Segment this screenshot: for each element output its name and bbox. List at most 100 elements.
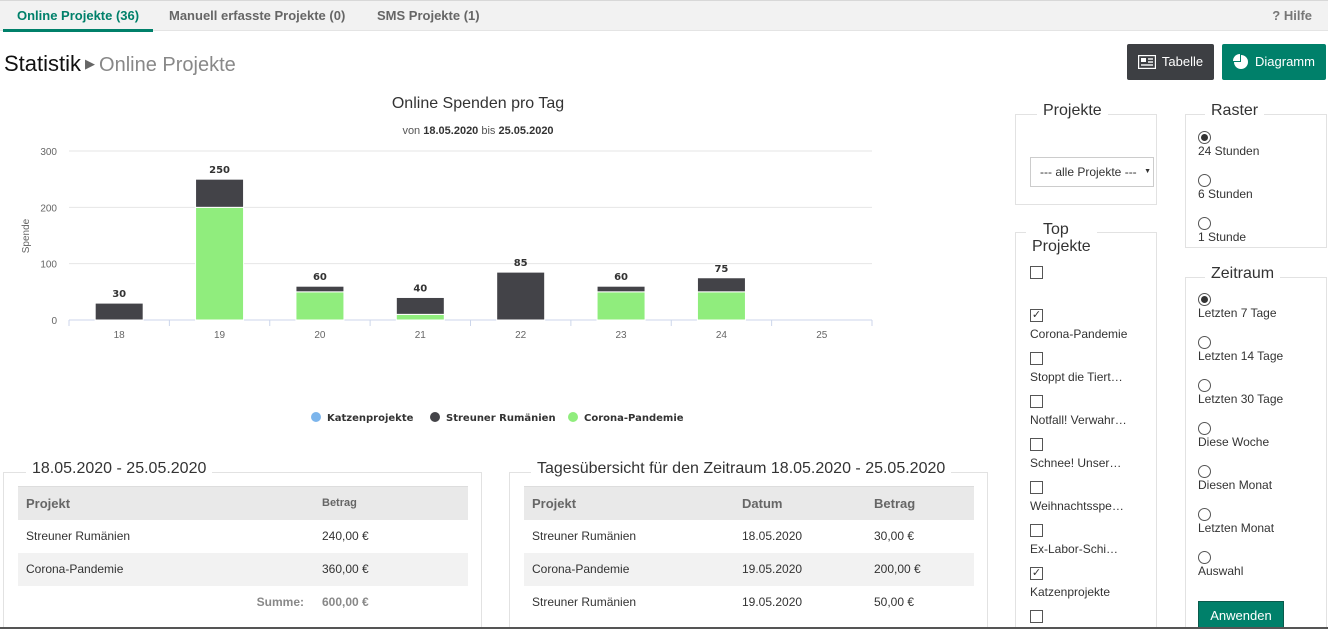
chart-view-label: Diagramm [1255,54,1315,69]
table-icon [1137,55,1156,69]
bar-total-label: 60 [614,272,628,283]
tab-online-projekte[interactable]: Online Projekte (36) [3,1,154,32]
table-row: Corona-Pandemie 19.05.2020 200,00 € [524,552,974,586]
table-view-button[interactable]: Tabelle [1127,44,1214,80]
y-tick-label: 300 [40,147,57,158]
checkmark-icon: ✓ [1031,309,1042,321]
chart-view-button[interactable]: Diagramm [1222,44,1326,80]
zeitraum-radio[interactable] [1198,293,1211,306]
raster-legend: Raster [1205,102,1265,120]
bar-segment[interactable] [395,313,445,321]
tab-manuell-erfasste-projekte[interactable]: Manuell erfasste Projekte (0) [169,8,346,23]
bar-total-label: 75 [714,264,728,275]
pie-chart-icon [1233,54,1249,69]
table-row: Streuner Rumänien 19.05.2020 50,00 € [524,586,974,619]
daily-header-project: Projekt [524,486,734,520]
bar-segment[interactable] [696,291,746,321]
zeitraum-option-label: Letzten Monat [1198,521,1275,535]
bar-segment[interactable] [596,291,646,321]
x-tick-label: 24 [716,330,728,341]
question-icon: ? [1272,8,1281,23]
bar-segment[interactable] [195,178,245,208]
top-project-label: Corona-Pandemie [1030,327,1128,341]
daily-row-date: 18.05.2020 [742,529,803,543]
bar-segment[interactable] [496,271,546,321]
legend-marker [311,412,321,422]
top-project-checkbox[interactable] [1030,438,1043,451]
chart-title: Online Spenden pro Tag [392,95,564,112]
summary-row-amount: 360,00 € [314,552,468,586]
bar-segment[interactable] [295,291,345,321]
x-tick-label: 21 [415,330,427,341]
bar-total-label: 40 [413,283,427,294]
daily-row-project: Streuner Rumänien [532,595,637,609]
top-project-checkbox[interactable]: ✓ [1030,567,1043,580]
table-row: Streuner Rumänien 240,00 € [18,520,468,553]
help-label: Hilfe [1283,8,1312,23]
top-project-label: Katzenprojekte [1030,585,1111,599]
top-project-checkbox[interactable] [1030,395,1043,408]
donations-chart: Online Spenden pro Tag von 18.05.2020 bi… [21,95,873,424]
top-project-checkbox[interactable] [1030,524,1043,537]
top-project-checkbox[interactable] [1030,352,1043,365]
y-tick-label: 0 [51,316,57,327]
zeitraum-radio[interactable] [1198,422,1211,435]
legend-item-label[interactable]: Streuner Rumänien [446,413,556,424]
daily-row-amount: 30,00 € [874,529,915,543]
raster-radio[interactable] [1198,217,1211,230]
top-project-checkbox[interactable]: ✓ [1030,309,1043,322]
daily-row-project: Corona-Pandemie [524,552,734,586]
page-title-main: Statistik [4,51,82,76]
summary-table: Projekt Betrag Streuner Rumänien 240,00 … [18,486,468,619]
daily-row-date: 19.05.2020 [742,595,803,609]
bar-segment[interactable] [94,302,144,321]
raster-option-label: 6 Stunden [1198,187,1253,201]
zeitraum-option-label: Auswahl [1198,564,1244,578]
x-tick-label: 18 [114,330,126,341]
legend-item-label[interactable]: Corona-Pandemie [584,413,684,424]
table-view-label: Tabelle [1161,54,1204,69]
apply-button[interactable]: Anwenden [1198,601,1284,629]
zeitraum-radio[interactable] [1198,379,1211,392]
top-project-checkbox[interactable] [1030,610,1043,623]
raster-radio[interactable] [1198,131,1211,144]
daily-row-date: 19.05.2020 [734,552,866,586]
raster-radio[interactable] [1198,174,1211,187]
bar-total-label: 60 [313,272,327,283]
daily-row-project: Streuner Rumänien [532,529,637,543]
top-project-checkbox[interactable] [1030,481,1043,494]
zeitraum-radio[interactable] [1198,551,1211,564]
daily-header-row: Projekt Datum Betrag [524,486,974,520]
zeitraum-radio[interactable] [1198,465,1211,478]
x-tick-label: 23 [616,330,628,341]
bar-segment[interactable] [195,206,245,321]
bar-segment[interactable] [696,277,746,293]
help-link[interactable]: ? Hilfe [1272,1,1312,30]
bar-segment[interactable] [395,296,445,315]
bar-total-label: 250 [209,165,230,176]
page-title: Statistik ▶ Online Projekte [4,51,236,77]
zeitraum-radio[interactable] [1198,336,1211,349]
legend-item-label[interactable]: Katzenprojekte [327,413,414,424]
summary-header-row: Projekt Betrag [18,486,468,520]
x-tick-label: 19 [214,330,226,341]
legend-marker [430,412,440,422]
bar-total-label: 30 [112,289,126,300]
projects-select[interactable]: --- alle Projekte --- ▼ [1030,157,1154,187]
chart-date-to: 25.05.2020 [499,125,554,137]
top-project-label: Stoppt die Tiert… [1030,370,1123,384]
projects-filter-legend: Projekte [1037,102,1108,120]
tab-sms-projekte[interactable]: SMS Projekte (1) [377,8,480,23]
zeitraum-radio[interactable] [1198,508,1211,521]
legend-marker [568,412,578,422]
bar-segment[interactable] [295,285,345,293]
x-tick-label: 22 [515,330,527,341]
summary-row-project: Streuner Rumänien [26,529,131,543]
bar-segment[interactable] [596,285,646,293]
x-tick-label: 25 [816,330,828,341]
summary-header-project: Projekt [18,486,314,520]
zeitraum-option-label: Letzten 30 Tage [1198,392,1284,406]
y-axis-label: Spende [21,218,32,253]
top-project-checkbox[interactable] [1030,266,1043,279]
top-projects-legend-line1: Top [1043,221,1069,238]
